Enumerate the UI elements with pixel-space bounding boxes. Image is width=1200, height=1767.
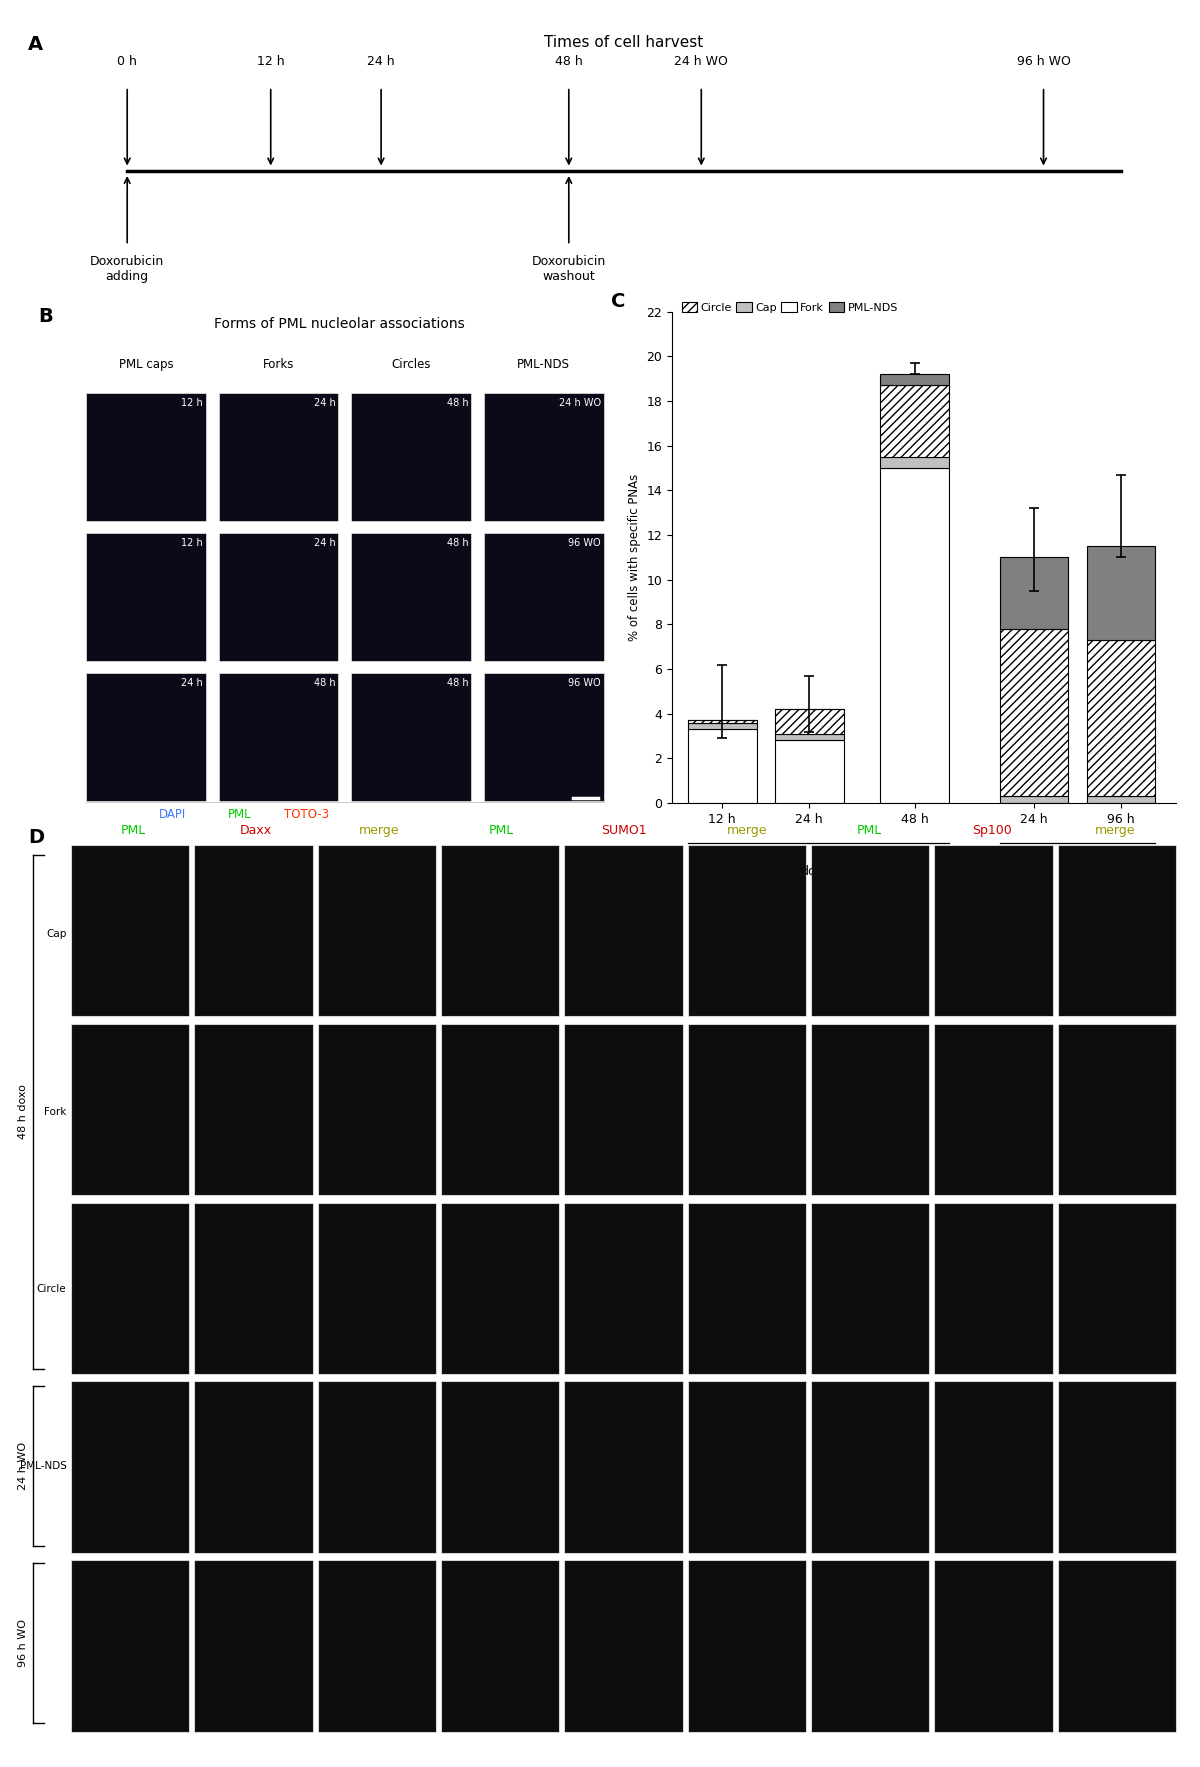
Text: merge: merge	[359, 823, 398, 838]
Text: WO: WO	[1067, 866, 1088, 878]
Text: 24 h WO: 24 h WO	[674, 55, 728, 69]
Text: 48 h: 48 h	[446, 398, 468, 408]
Text: PML: PML	[227, 808, 251, 822]
Text: 96 h WO: 96 h WO	[18, 1619, 28, 1666]
Text: A: A	[28, 35, 43, 55]
Text: PML-NDS: PML-NDS	[19, 1461, 66, 1470]
Y-axis label: % of cells with specific PNAs: % of cells with specific PNAs	[628, 474, 641, 641]
Bar	[775, 709, 844, 733]
Text: doxo: doxo	[800, 866, 830, 878]
Bar	[352, 392, 472, 521]
Text: merge: merge	[726, 823, 767, 838]
Bar	[1000, 629, 1068, 797]
Bar	[484, 534, 604, 661]
Text: C: C	[611, 292, 625, 311]
Bar	[218, 673, 338, 800]
Text: Sp100: Sp100	[972, 823, 1012, 838]
Bar	[1087, 797, 1156, 802]
Text: 24 h: 24 h	[181, 679, 203, 687]
Text: 96 h WO: 96 h WO	[1016, 55, 1070, 69]
Text: 12 h: 12 h	[257, 55, 284, 69]
Bar	[1000, 557, 1068, 629]
Bar	[688, 723, 756, 730]
Bar	[881, 385, 949, 458]
Text: PML: PML	[488, 823, 514, 838]
Bar	[218, 392, 338, 521]
Bar	[1087, 546, 1156, 640]
Text: 48 h: 48 h	[554, 55, 583, 69]
Text: Doxorubicin
washout: Doxorubicin washout	[532, 254, 606, 283]
Text: Circles: Circles	[391, 357, 431, 371]
Bar	[484, 392, 604, 521]
Text: 48 h: 48 h	[314, 679, 336, 687]
Text: PML: PML	[857, 823, 882, 838]
Bar	[352, 534, 472, 661]
Text: 0 h: 0 h	[118, 55, 137, 69]
Text: 12 h: 12 h	[181, 537, 203, 548]
Text: 12 h: 12 h	[181, 398, 203, 408]
Text: Circle: Circle	[37, 1285, 66, 1293]
Text: Cap: Cap	[46, 929, 66, 940]
Text: 24 h WO: 24 h WO	[559, 398, 601, 408]
Text: 24 h: 24 h	[314, 537, 336, 548]
Bar	[775, 733, 844, 740]
Text: B: B	[38, 307, 53, 325]
Text: 24 h: 24 h	[314, 398, 336, 408]
Bar	[688, 730, 756, 802]
Text: 96 WO: 96 WO	[569, 537, 601, 548]
Text: 48 h: 48 h	[446, 537, 468, 548]
Text: Fork: Fork	[44, 1106, 66, 1117]
Bar	[1000, 797, 1068, 802]
Text: D: D	[28, 829, 44, 846]
Text: TOTO-3: TOTO-3	[283, 808, 329, 822]
Bar	[881, 458, 949, 468]
Text: 24 h WO: 24 h WO	[18, 1442, 28, 1490]
Text: Forms of PML nucleolar associations: Forms of PML nucleolar associations	[214, 316, 464, 330]
Legend: Circle, Cap, Fork, PML-NDS: Circle, Cap, Fork, PML-NDS	[677, 297, 902, 318]
Bar	[86, 534, 205, 661]
Text: PML-NDS: PML-NDS	[517, 357, 570, 371]
Bar	[484, 673, 604, 800]
Bar	[86, 673, 205, 800]
Text: Forks: Forks	[263, 357, 294, 371]
Text: merge: merge	[1094, 823, 1135, 838]
Bar	[688, 721, 756, 723]
Text: Doxorubicin
adding: Doxorubicin adding	[90, 254, 164, 283]
Bar	[218, 534, 338, 661]
Bar	[775, 740, 844, 802]
Text: PML: PML	[121, 823, 146, 838]
Text: SUMO1: SUMO1	[601, 823, 647, 838]
Text: 24 h: 24 h	[367, 55, 395, 69]
Text: Times of cell harvest: Times of cell harvest	[545, 35, 703, 49]
Text: PML caps: PML caps	[119, 357, 173, 371]
Bar	[352, 673, 472, 800]
Text: DAPI: DAPI	[158, 808, 186, 822]
Text: 96 WO: 96 WO	[569, 679, 601, 687]
Text: Daxx: Daxx	[240, 823, 272, 838]
Bar	[86, 392, 205, 521]
Bar	[881, 375, 949, 385]
Text: 48 h: 48 h	[446, 679, 468, 687]
Bar	[881, 468, 949, 802]
Bar	[1087, 640, 1156, 797]
Text: 48 h doxo: 48 h doxo	[18, 1085, 28, 1140]
